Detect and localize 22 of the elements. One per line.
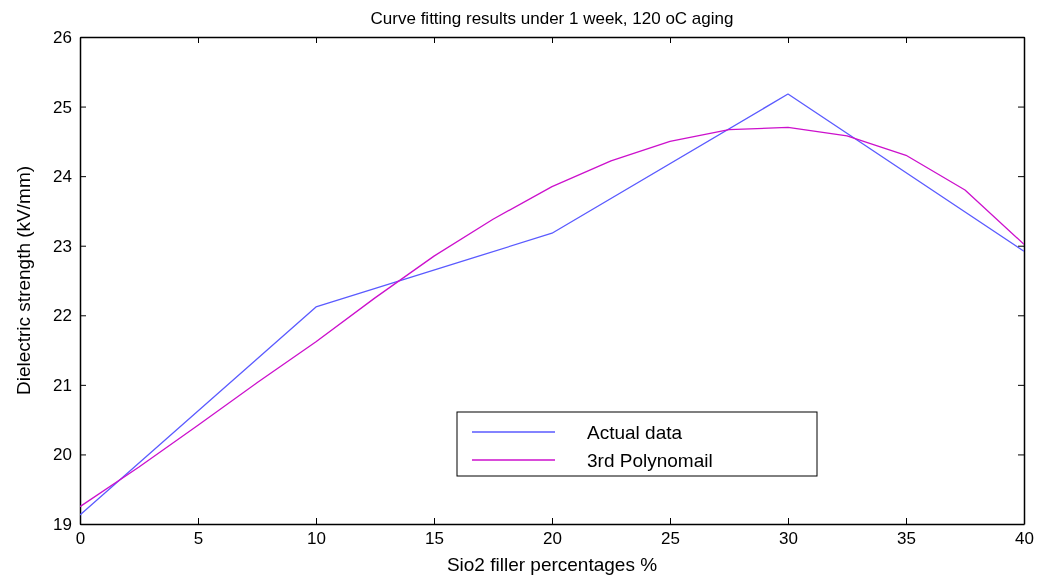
legend-label: Actual data (587, 422, 683, 443)
x-tick-label: 0 (75, 529, 86, 549)
chart-title: Curve fitting results under 1 week, 120 oC aging (370, 9, 734, 28)
x-axis-title: Sio2 filler percentages % (446, 554, 658, 575)
x-tick-label: 5 (193, 529, 204, 549)
y-tick-label: 20 (53, 445, 72, 465)
y-tick-label: 19 (53, 514, 72, 534)
y-tick-label: 24 (53, 167, 72, 187)
y-tick-label: 21 (53, 375, 72, 395)
x-tick-label: 25 (661, 529, 680, 549)
x-tick-label: 35 (897, 529, 916, 549)
x-tick-label: 40 (1015, 529, 1034, 549)
y-tick-label: 22 (53, 306, 72, 326)
x-tick-label: 20 (543, 529, 562, 549)
y-axis-title: Dielectric strength (kV/mm) (13, 165, 34, 396)
x-tick-label: 10 (307, 529, 326, 549)
y-tick-label: 23 (53, 236, 72, 256)
x-tick-label: 30 (779, 529, 798, 549)
y-tick-label: 25 (53, 97, 72, 117)
y-tick-label: 26 (53, 27, 72, 47)
x-tick-label: 15 (425, 529, 444, 549)
legend-label: 3rd Polynomail (587, 450, 713, 471)
